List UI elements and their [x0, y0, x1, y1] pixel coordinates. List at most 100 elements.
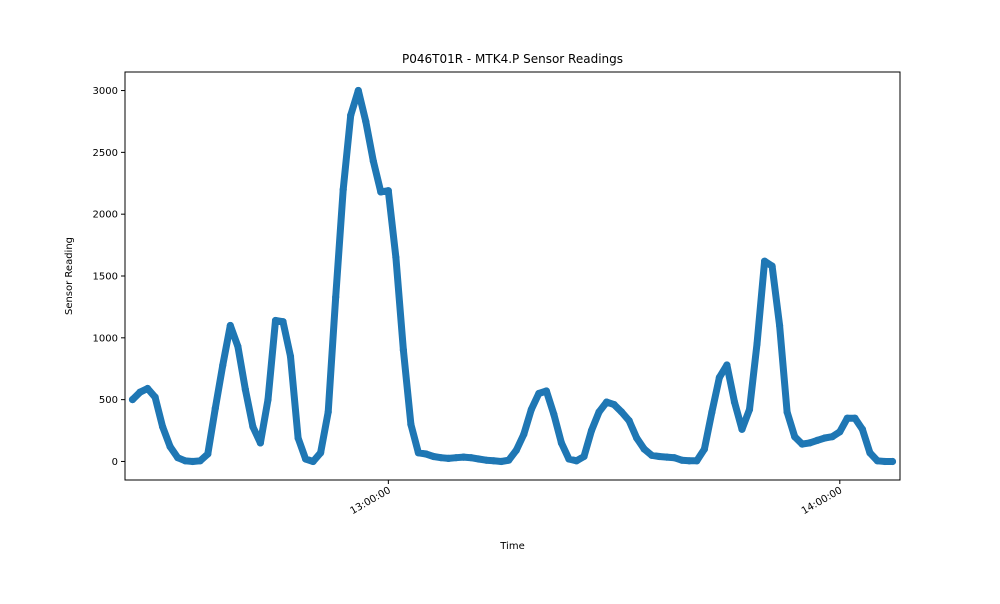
data-point — [332, 293, 340, 301]
data-point — [286, 352, 295, 360]
data-point — [196, 457, 204, 465]
data-point — [324, 408, 332, 416]
data-point — [866, 449, 874, 457]
data-point — [580, 452, 588, 461]
data-point — [648, 451, 656, 459]
data-point — [783, 408, 791, 416]
data-point — [294, 434, 302, 442]
data-point — [452, 454, 460, 462]
data-point — [482, 456, 490, 464]
y-tick-label: 0 — [112, 457, 118, 468]
data-point — [354, 86, 362, 95]
data-point — [798, 440, 806, 448]
y-tick-label: 1500 — [93, 272, 118, 283]
data-point — [136, 388, 144, 396]
data-point — [700, 445, 709, 453]
data-point — [211, 404, 219, 412]
data-point — [753, 340, 761, 348]
data-point — [828, 433, 836, 441]
data-point — [633, 434, 641, 442]
y-axis-label: Sensor Reading — [64, 237, 75, 315]
data-point — [256, 439, 264, 447]
data-point — [264, 396, 272, 404]
data-point — [234, 342, 242, 351]
data-point — [572, 457, 581, 465]
data-point — [738, 425, 746, 433]
data-point — [768, 262, 776, 270]
data-point — [670, 454, 678, 462]
data-point — [836, 428, 844, 436]
data-point — [843, 414, 851, 422]
plot-area — [128, 86, 897, 466]
data-point — [497, 457, 505, 466]
data-point — [407, 420, 415, 428]
data-point — [723, 361, 731, 369]
data-point — [437, 454, 445, 462]
data-point — [881, 457, 889, 466]
data-point — [204, 450, 212, 458]
data-point — [542, 387, 551, 395]
data-point — [429, 452, 438, 461]
data-point — [603, 398, 611, 406]
data-point — [166, 443, 174, 451]
data-point — [362, 117, 370, 126]
data-point — [565, 455, 573, 463]
data-point — [527, 405, 535, 414]
x-axis-label: Time — [499, 541, 524, 552]
data-point — [317, 449, 325, 457]
data-point — [791, 433, 799, 441]
y-tick-label: 3000 — [93, 86, 118, 97]
data-point — [249, 423, 257, 431]
y-tick-label: 500 — [99, 395, 118, 406]
y-tick-label: 2500 — [93, 148, 118, 159]
data-point — [858, 425, 867, 433]
data-point — [685, 457, 693, 465]
data-point — [821, 434, 829, 442]
data-point — [302, 455, 310, 463]
data-point — [610, 401, 618, 409]
chart-title: P046T01R - MTK4.P Sensor Readings — [402, 52, 623, 66]
data-point — [475, 455, 483, 463]
data-point — [422, 450, 430, 458]
data-point — [189, 457, 197, 466]
data-point — [347, 111, 355, 119]
data-point — [414, 449, 422, 457]
data-point — [219, 361, 227, 369]
data-point — [241, 386, 249, 394]
data-point — [505, 456, 513, 464]
data-point — [174, 454, 182, 462]
data-point — [128, 396, 137, 404]
data-point — [693, 457, 701, 465]
data-point — [806, 439, 814, 447]
data-point — [678, 456, 686, 464]
data-point — [813, 436, 821, 444]
data-point — [851, 414, 859, 422]
y-axis: 0 500 1000 1500 2000 2500 3000 — [93, 86, 125, 468]
data-point — [181, 457, 189, 465]
data-point — [535, 389, 543, 398]
data-point — [715, 373, 724, 381]
data-point — [512, 446, 520, 454]
data-point — [271, 316, 280, 325]
y-tick-label: 1000 — [93, 333, 118, 344]
data-point — [761, 257, 769, 265]
data-point — [279, 318, 287, 326]
data-point — [730, 398, 739, 406]
data-point — [663, 453, 671, 461]
data-point — [520, 430, 528, 438]
y-tick-label: 2000 — [93, 210, 118, 221]
data-point — [339, 185, 347, 194]
data-point — [399, 346, 407, 354]
data-point — [151, 393, 159, 401]
data-point — [444, 454, 453, 462]
data-point — [550, 410, 558, 419]
data-point — [369, 157, 377, 165]
data-point — [618, 408, 626, 416]
data-point — [640, 445, 648, 453]
data-point — [776, 321, 784, 330]
data-point — [595, 408, 603, 416]
data-point — [467, 454, 475, 462]
